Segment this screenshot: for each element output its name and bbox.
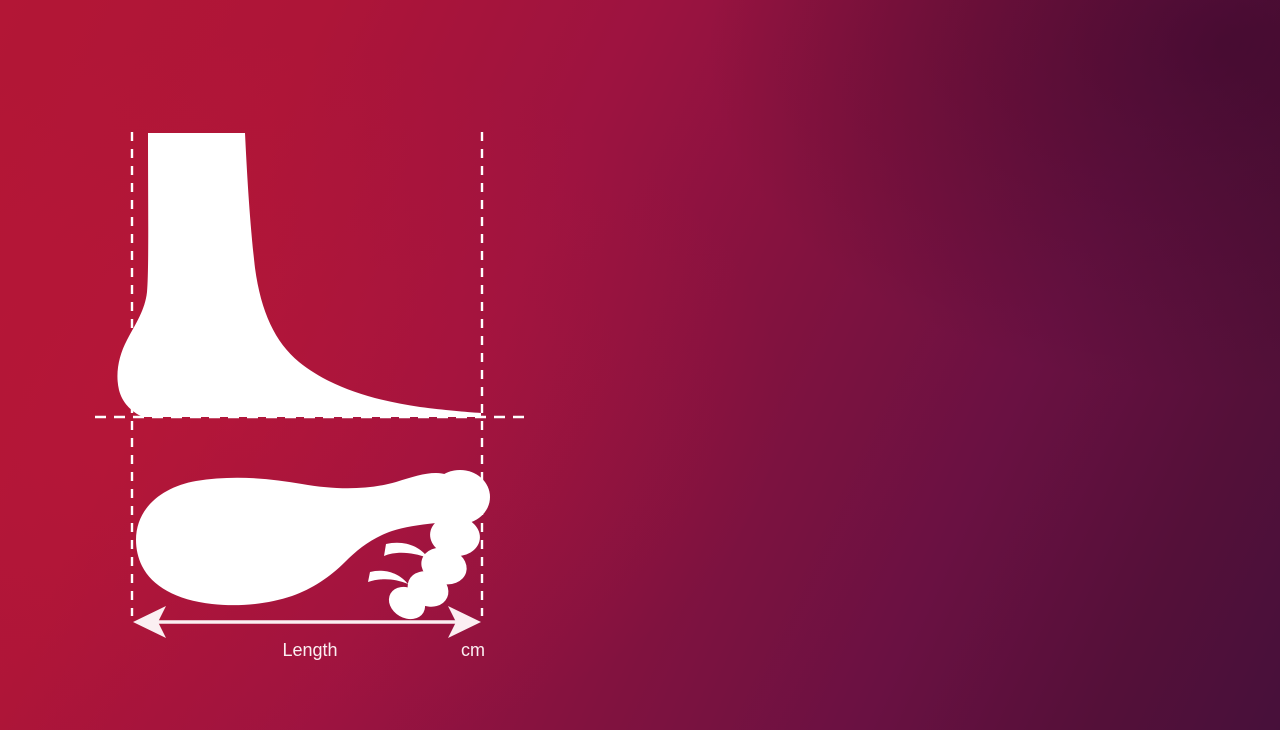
foot-measurement-diagram: Length cm [0, 0, 570, 730]
unit-label: cm [461, 640, 485, 660]
foot-side-profile-shape [117, 133, 481, 417]
length-label: Length [282, 640, 337, 660]
length-arrow-head-left [133, 606, 166, 638]
length-arrow-head-right [448, 606, 481, 638]
foot-sole-shape [136, 470, 490, 620]
